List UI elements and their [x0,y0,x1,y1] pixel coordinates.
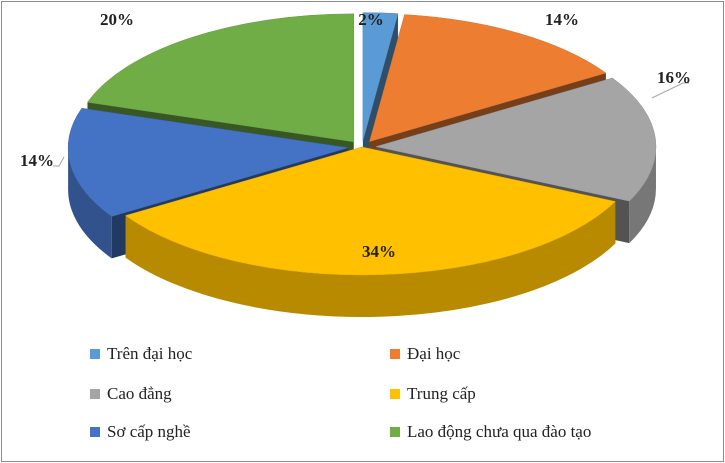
legend-item-tren-dai-hoc: Trên đại học [90,342,192,366]
data-label-so-cap-nghe: 14% [20,151,54,170]
legend-label-so-cap-nghe: Sơ cấp nghề [107,422,191,441]
legend-label-trung-cap: Trung cấp [407,384,476,403]
data-label-tren-dai-hoc: 2% [358,10,384,29]
pie-slice-top [362,12,399,141]
pie-slice-trung-cap [125,146,616,317]
pie-slice-edge [68,147,112,259]
legend-swatch-cao-dang [90,389,100,399]
legend-swatch-lao-dong [390,427,400,437]
pie-slice-top [375,77,657,202]
leader-lines [53,82,689,167]
data-label-lao-dong-chua-qua-dao-tao: 20% [100,10,134,29]
legend-swatch-trung-cap [390,389,400,399]
pie-slices [67,12,657,317]
pie-slice-top [125,146,616,276]
pie-slice-top [67,107,349,217]
legend-item-trung-cap: Trung cấp [390,382,476,406]
legend-item-so-cap-nghe: Sơ cấp nghề [90,420,191,444]
pie-slice-top [369,14,607,142]
legend-swatch-dai-hoc [390,349,400,359]
legend-label-tren-dai-hoc: Trên đại học [107,344,193,363]
legend: Trên đại học Đại học Cao đẳng Trung cấp … [90,342,690,454]
data-labels: 2% 14% 16% 34% 14% 20% [20,10,691,261]
data-label-dai-hoc: 14% [545,10,579,29]
legend-label-lao-dong: Lao động chưa qua đào tạo [407,422,592,441]
leader-line [651,82,689,99]
legend-item-cao-dang: Cao đẳng [90,382,172,406]
legend-label-cao-dang: Cao đẳng [107,384,172,403]
legend-item-lao-dong: Lao động chưa qua đào tạo [390,420,591,444]
legend-swatch-so-cap-nghe [90,427,100,437]
pie-slice-top [87,13,355,143]
legend-label-dai-hoc: Đại học [407,344,461,363]
pie-slice-edge [629,146,656,244]
data-label-trung-cap: 34% [362,242,396,261]
leader-line [53,156,65,167]
legend-item-dai-hoc: Đại học [390,342,460,366]
legend-swatch-tren-dai-hoc [90,349,100,359]
data-label-cao-dang: 16% [657,68,691,87]
pie-slice-edge [125,201,616,317]
